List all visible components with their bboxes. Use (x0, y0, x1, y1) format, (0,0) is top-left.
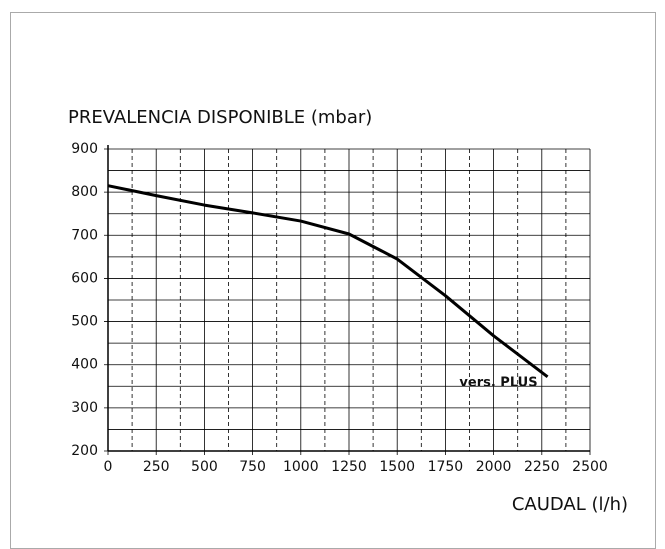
y-tick-label: 800 (71, 184, 98, 200)
y-tick-label: 400 (71, 357, 98, 373)
y-tick-label: 300 (71, 400, 98, 416)
y-tick-label: 600 (71, 270, 98, 286)
x-tick-label: 0 (104, 459, 113, 475)
frame (10, 12, 656, 549)
x-tick-label: 1500 (379, 459, 415, 475)
x-tick-label: 2250 (524, 459, 560, 475)
x-tick-label: 750 (239, 459, 266, 475)
x-tick-label: 1000 (283, 459, 319, 475)
y-tick-label: 200 (71, 443, 98, 459)
curve (107, 184, 549, 378)
x-axis-label: CAUDAL (l/h) (512, 494, 628, 515)
x-tick-label: 1250 (331, 459, 367, 475)
y-tick-label: 700 (71, 227, 98, 243)
x-tick-label: 1750 (428, 459, 464, 475)
x-tick-label: 500 (191, 459, 218, 475)
x-tick-label: 2500 (572, 459, 608, 475)
y-tick-label: 900 (71, 141, 98, 157)
annotation: vers. PLUS (459, 375, 537, 390)
y-axis-label: PREVALENCIA DISPONIBLE (mbar) (68, 107, 372, 128)
y-tick-label: 500 (71, 314, 98, 330)
x-tick-label: 2000 (476, 459, 512, 475)
x-tick-label: 250 (143, 459, 170, 475)
